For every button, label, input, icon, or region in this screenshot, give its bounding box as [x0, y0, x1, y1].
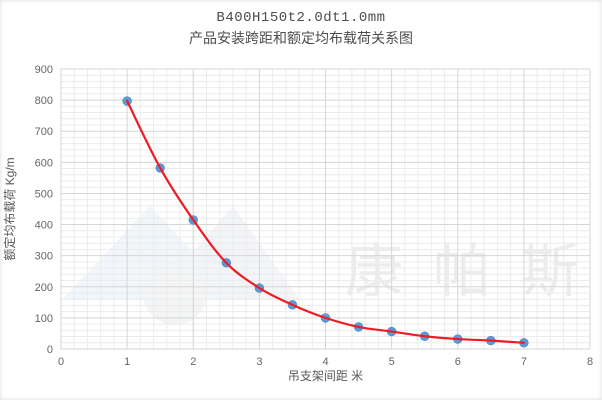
svg-text:400: 400 — [35, 220, 53, 232]
svg-text:600: 600 — [35, 157, 53, 169]
svg-text:500: 500 — [35, 188, 53, 200]
svg-text:1: 1 — [124, 356, 130, 368]
svg-text:800: 800 — [35, 95, 53, 107]
svg-text:2: 2 — [190, 356, 196, 368]
svg-text:7: 7 — [521, 356, 527, 368]
svg-text:5: 5 — [389, 356, 395, 368]
svg-text:200: 200 — [35, 282, 53, 294]
svg-text:4: 4 — [322, 356, 328, 368]
svg-text:300: 300 — [35, 251, 53, 263]
svg-text:6: 6 — [455, 356, 461, 368]
svg-text:额定均布载荷 Kg/m: 额定均布载荷 Kg/m — [2, 157, 17, 260]
svg-text:8: 8 — [587, 356, 593, 368]
svg-text:0: 0 — [47, 344, 53, 356]
svg-text:0: 0 — [58, 356, 64, 368]
svg-text:900: 900 — [35, 64, 53, 76]
svg-text:吊支架间距 米: 吊支架间距 米 — [288, 369, 363, 383]
svg-text:700: 700 — [35, 126, 53, 138]
svg-text:100: 100 — [35, 313, 53, 325]
svg-text:3: 3 — [256, 356, 262, 368]
